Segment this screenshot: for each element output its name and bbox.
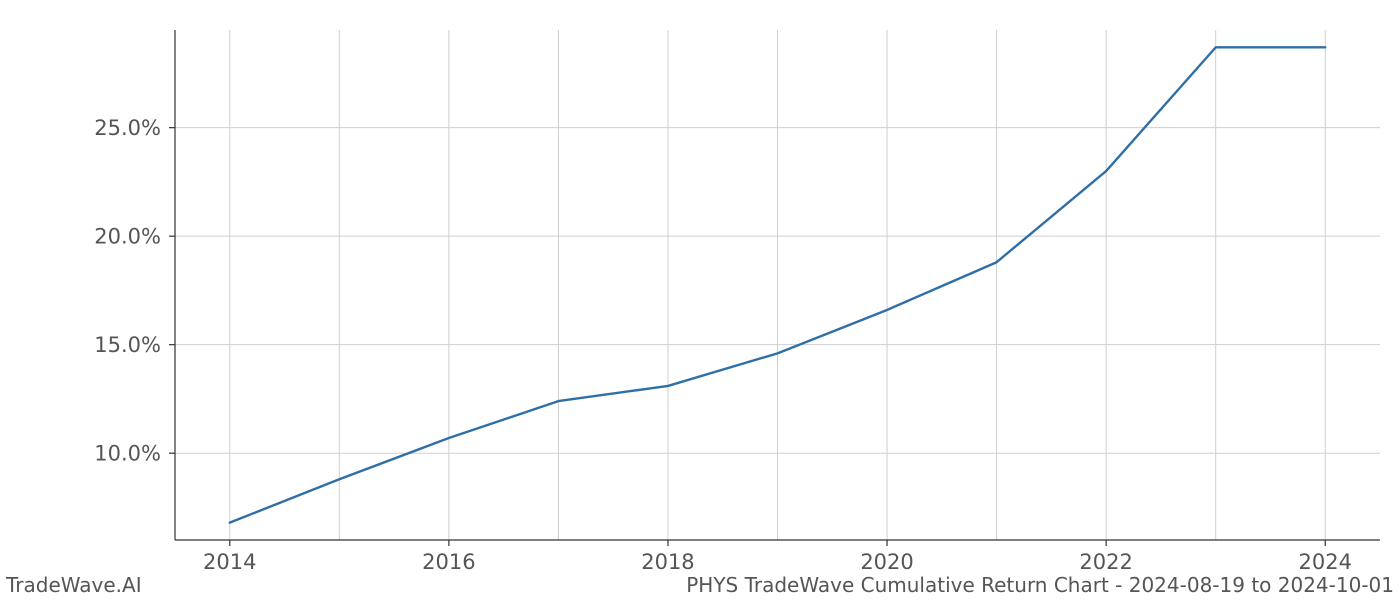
y-tick-label: 10.0% <box>94 442 161 466</box>
line-chart: 2014 2016 2018 2020 2022 2024 10.0% 15.0% 20.0% 2… <box>0 0 1400 600</box>
x-tick-label: 2018 <box>641 550 694 574</box>
footer-left-label: TradeWave.AI <box>5 573 142 597</box>
x-tick-label: 2020 <box>860 550 913 574</box>
y-tick-label: 15.0% <box>94 333 161 357</box>
chart-container: 2014 2016 2018 2020 2022 2024 10.0% 15.0% 20.0% 2… <box>0 0 1400 600</box>
x-tick-label: 2024 <box>1299 550 1352 574</box>
footer-right-label: PHYS TradeWave Cumulative Return Chart -… <box>686 573 1394 597</box>
chart-background <box>0 0 1400 600</box>
y-tick-label: 25.0% <box>94 116 161 140</box>
y-tick-label: 20.0% <box>94 225 161 249</box>
x-tick-label: 2016 <box>422 550 475 574</box>
x-tick-label: 2014 <box>203 550 256 574</box>
x-tick-label: 2022 <box>1079 550 1132 574</box>
